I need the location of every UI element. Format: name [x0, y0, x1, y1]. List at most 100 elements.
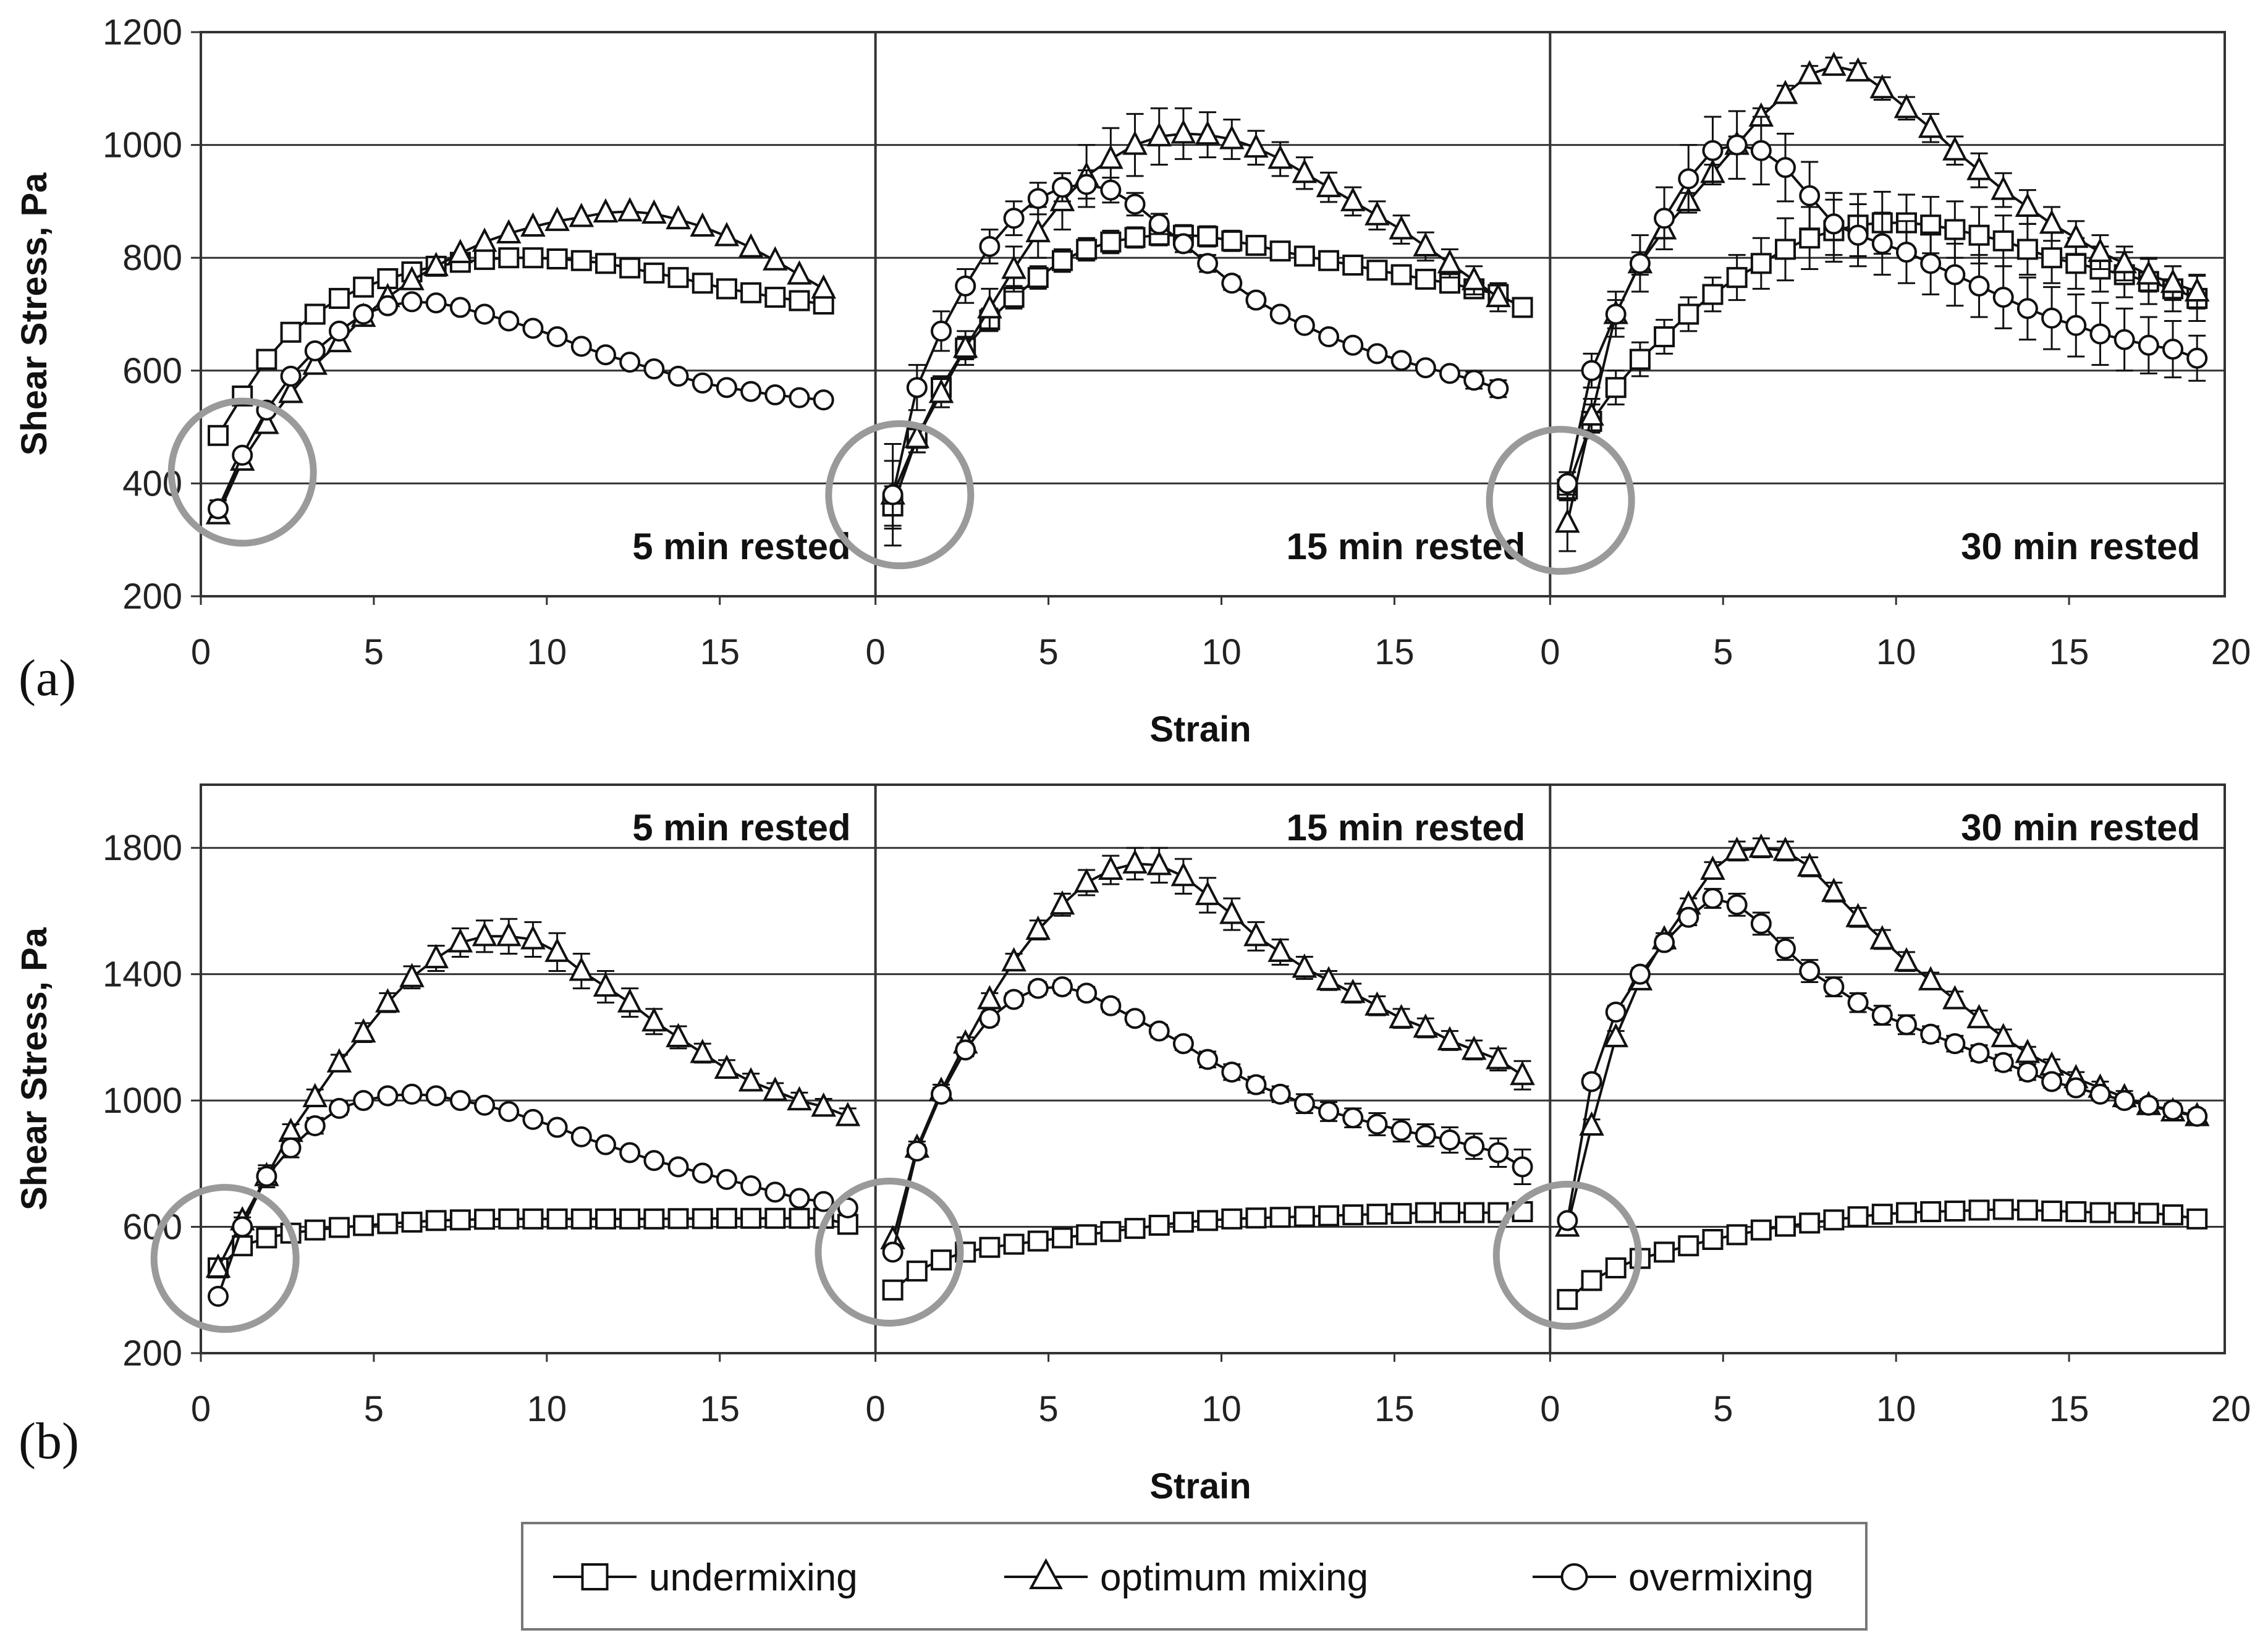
data-point-triangle [1918, 113, 1944, 138]
data-point-circle [1654, 932, 1675, 953]
data-point-triangle [1461, 266, 1487, 290]
data-point-square [1051, 1227, 1073, 1249]
highlight-circle [167, 397, 317, 547]
data-point-triangle [1894, 93, 1919, 119]
data-point-triangle [1292, 953, 1318, 978]
data-point-circle [789, 1188, 810, 1209]
x-tick-label: 20 [2211, 632, 2251, 672]
data-point-square [328, 287, 350, 309]
data-point-square [2016, 239, 2038, 260]
data-point-square [256, 1227, 277, 1249]
data-point-circle [1245, 289, 1267, 311]
data-point-triangle [1821, 51, 1847, 76]
x-tick-label: 10 [1876, 632, 1916, 672]
data-point-triangle [520, 925, 546, 950]
y-tick-label: 1800 [103, 828, 182, 868]
data-point-circle [1847, 224, 1869, 246]
data-point-square [1823, 1209, 1845, 1231]
data-point-circle [1678, 168, 1699, 190]
data-point-circle [1415, 1125, 1436, 1146]
data-point-square [764, 1207, 786, 1229]
data-point-circle [2162, 339, 2184, 360]
data-point-triangle [1170, 119, 1196, 144]
legend-box [521, 1522, 1868, 1631]
data-point-square [1342, 1204, 1364, 1226]
data-point-circle [570, 336, 592, 357]
data-point-square [1318, 1205, 1340, 1226]
legend: undermixing optimum mixing overmixing [521, 1522, 1868, 1631]
data-point-circle [280, 365, 302, 387]
data-point-circle [425, 1085, 447, 1107]
highlight-circle [1486, 426, 1635, 575]
data-point-circle [2138, 1094, 2159, 1116]
data-point-circle [1775, 938, 1796, 960]
data-point-triangle [1389, 1003, 1414, 1029]
data-point-circle [2065, 1077, 2087, 1099]
data-point-triangle [1267, 145, 1293, 169]
data-point-circle [643, 1150, 665, 1172]
data-point-triangle [278, 378, 303, 403]
data-point-triangle [811, 1092, 836, 1117]
data-point-square [1172, 1211, 1194, 1233]
data-point-square [1076, 1224, 1098, 1246]
data-point-circle [979, 235, 1001, 257]
data-point-triangle [1049, 890, 1075, 915]
data-point-square [1895, 1202, 1917, 1223]
data-point-circle [1920, 253, 1942, 274]
highlight-circle [1492, 1181, 1642, 1330]
data-point-triangle [1292, 158, 1318, 184]
data-point-square [353, 1215, 374, 1236]
data-point-triangle [1966, 1003, 1992, 1029]
data-point-circle [522, 318, 544, 339]
x-tick-label: 10 [1876, 1389, 1916, 1429]
data-point-circle [740, 1175, 762, 1197]
data-point-triangle [1243, 921, 1269, 947]
data-point-circle [1512, 1156, 1533, 1178]
data-point-triangle [593, 972, 619, 997]
data-point-square [692, 1208, 713, 1230]
data-point-circle [2114, 329, 2135, 350]
data-point-triangle [1486, 1045, 1511, 1070]
data-point-square [1775, 1215, 1796, 1237]
x-tick-label: 10 [1201, 632, 1242, 672]
data-point-circle [449, 1090, 471, 1112]
data-point-circle [1439, 363, 1460, 384]
x-tick-label: 10 [527, 632, 567, 672]
data-point-square [1100, 231, 1122, 253]
data-point-circle [789, 387, 810, 408]
data-point-square [1269, 240, 1291, 262]
data-point-circle [1968, 275, 1990, 297]
data-point-triangle [2136, 260, 2162, 285]
data-point-triangle [952, 333, 978, 358]
data-point-square [1100, 1221, 1122, 1243]
data-point-square [1871, 1204, 1893, 1225]
series-optimum-mixing [205, 196, 836, 525]
data-point-circle [449, 297, 471, 318]
x-tick-label: 15 [700, 1389, 740, 1429]
data-point-square [280, 321, 302, 343]
data-point-triangle [1991, 1023, 2016, 1047]
data-point-triangle [1073, 868, 1099, 893]
data-point-circle [522, 1108, 544, 1130]
data-point-circle [1342, 1107, 1364, 1129]
x-tick-label: 5 [1713, 632, 1733, 672]
data-point-circle [955, 275, 976, 297]
data-point-triangle [928, 378, 954, 403]
y-tick-label: 1200 [103, 12, 182, 53]
data-point-square [522, 1208, 544, 1230]
data-point-circle [813, 1191, 834, 1212]
data-point-square [1750, 1219, 1772, 1241]
data-point-square [1799, 1212, 1821, 1234]
data-point-square [425, 1210, 447, 1231]
data-point-triangle [1001, 255, 1026, 279]
data-point-square [2065, 1201, 2087, 1223]
data-point-circle [595, 344, 616, 366]
data-point-circle [1027, 977, 1049, 999]
data-point-circle [1726, 894, 1748, 916]
data-point-circle [1076, 982, 1098, 1004]
data-point-circle [1318, 1101, 1340, 1122]
data-point-circle [643, 358, 665, 380]
data-point-square [1799, 227, 1821, 249]
data-point-square [2162, 1204, 2184, 1226]
data-point-triangle [1025, 217, 1051, 243]
